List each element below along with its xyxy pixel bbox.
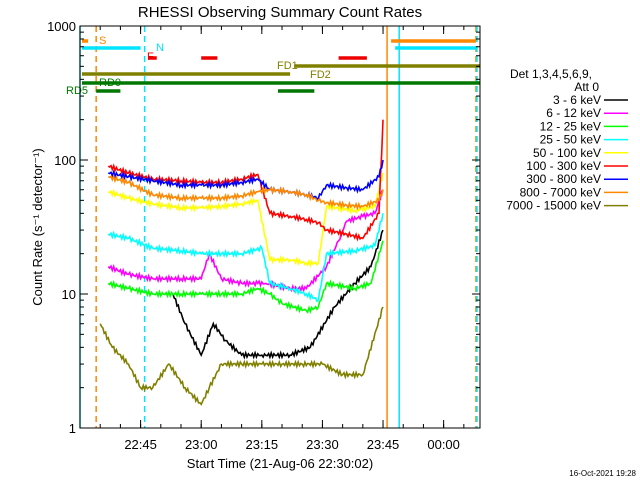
series-line-5 [107, 119, 384, 242]
series-line-2 [107, 240, 384, 315]
x-tick-label-2: 23:15 [246, 437, 279, 452]
series-line-3 [107, 213, 384, 303]
x-tick-label-3: 23:30 [306, 437, 339, 452]
flag-label-fd2: FD2 [310, 69, 331, 81]
x-tick-label-1: 23:00 [185, 437, 218, 452]
legend-label-1: 6 - 12 keV [546, 106, 601, 120]
legend-header-line1: Det 1,3,4,5,6,9, [510, 67, 592, 81]
legend-label-0: 3 - 6 keV [553, 93, 601, 107]
series-group [99, 119, 384, 406]
series-line-7 [107, 173, 384, 211]
y-tick-label-0: 1 [69, 421, 76, 436]
flag-label-rd0: RD0 [99, 77, 121, 89]
x-tick-label-0: 22:45 [124, 437, 157, 452]
legend-label-7: 800 - 7000 keV [520, 185, 601, 199]
x-axis-label: Start Time (21-Aug-06 22:30:02) [187, 456, 373, 471]
series-line-6 [108, 159, 384, 201]
chart-title: RHESSI Observing Summary Count Rates [138, 4, 422, 21]
plot-frame [79, 25, 481, 429]
y-tick-label-3: 1000 [47, 19, 76, 34]
y-tick-label-2: 100 [54, 153, 76, 168]
legend-label-5: 100 - 300 keV [526, 159, 601, 173]
legend-label-6: 300 - 800 keV [526, 172, 601, 186]
legend-label-4: 50 - 100 keV [533, 146, 601, 160]
generated-timestamp: 16-Oct-2021 19:28 [569, 469, 636, 478]
flag-label-f: F [147, 51, 154, 63]
flag-label-n: N [156, 42, 164, 54]
x-tick-label-5: 00:00 [427, 437, 460, 452]
x-tick-label-4: 23:45 [367, 437, 400, 452]
flag-label-s: S [99, 35, 106, 47]
flag-label-rd5: RD5 [66, 85, 88, 97]
axes: 22:45 23:00 23:15 23:30 23:45 00:00 1 10 100 1000 [47, 19, 481, 452]
series-line-4 [107, 172, 384, 268]
series-line-8 [99, 306, 384, 406]
y-axis-label: Count Rate (s⁻¹ detector⁻¹) [30, 148, 45, 306]
y-tick-label-1: 10 [62, 287, 76, 302]
flag-label-fd1: FD1 [277, 60, 298, 72]
legend-label-8: 7000 - 15000 keV [506, 199, 601, 213]
series-line-1 [107, 189, 384, 293]
legend-label-3: 25 - 50 keV [540, 133, 601, 147]
flag-bars: S NF FD1 FD2 RD0 RD5 [66, 35, 480, 97]
legend-label-2: 12 - 25 keV [540, 119, 601, 133]
legend-header-line2: Att 0 [574, 80, 599, 94]
